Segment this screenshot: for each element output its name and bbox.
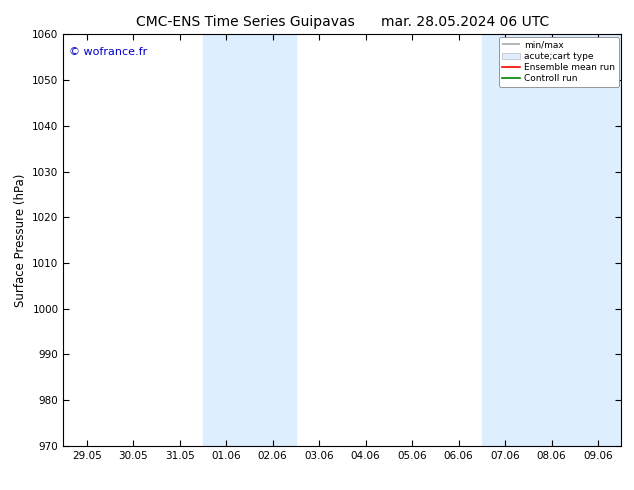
Text: © wofrance.fr: © wofrance.fr — [69, 47, 147, 57]
Title: CMC-ENS Time Series Guipavas      mar. 28.05.2024 06 UTC: CMC-ENS Time Series Guipavas mar. 28.05.… — [136, 15, 549, 29]
Bar — [482, 34, 621, 446]
Bar — [203, 34, 296, 446]
Legend: min/max, acute;cart type, Ensemble mean run, Controll run: min/max, acute;cart type, Ensemble mean … — [499, 37, 619, 87]
Y-axis label: Surface Pressure (hPa): Surface Pressure (hPa) — [14, 173, 27, 307]
